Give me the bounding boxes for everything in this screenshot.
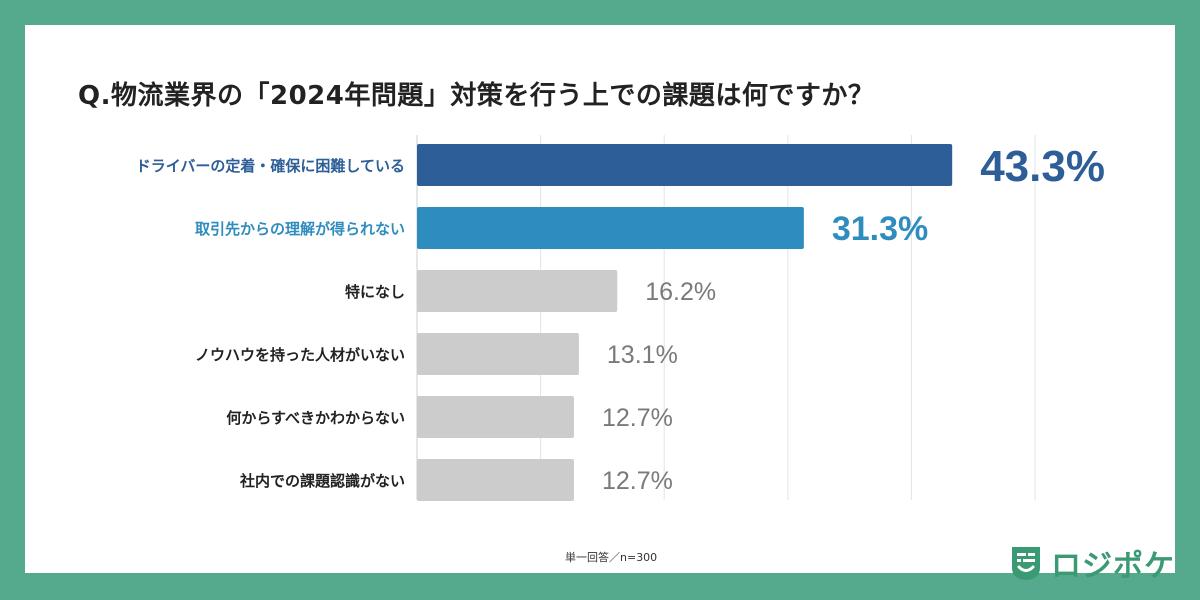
bar-chart: ドライバーの定着・確保に困難している 43.3% 取引先からの理解が得られない 31.… — [136, 135, 1105, 501]
value-label: 12.7% — [602, 467, 673, 495]
brand-logo: ロジポケ — [1009, 541, 1175, 585]
category-label: 社内での課題認識がない — [239, 472, 405, 490]
category-label: 特になし — [345, 283, 405, 301]
category-label: ドライバーの定着・確保に困難している — [136, 157, 405, 175]
logo-text: ロジポケ — [1051, 549, 1175, 584]
bar — [417, 207, 804, 249]
sample-note: 単一回答／n=300 — [565, 551, 658, 564]
category-label: 取引先からの理解が得られない — [195, 220, 405, 238]
value-label: 43.3% — [980, 142, 1105, 191]
bar — [417, 396, 574, 438]
bar — [417, 333, 579, 375]
category-label: ノウハウを持った人材がいない — [195, 346, 405, 364]
chart-title: Q.物流業界の「2024年問題」対策を行う上での課題は何ですか？ — [78, 81, 875, 111]
bar — [417, 270, 618, 312]
logo-mark-icon — [1012, 547, 1040, 580]
value-label: 13.1% — [607, 341, 678, 369]
bar — [417, 144, 953, 186]
bar — [417, 459, 574, 501]
value-label: 12.7% — [602, 404, 673, 432]
value-label: 31.3% — [832, 210, 928, 248]
chart-card: Q.物流業界の「2024年問題」対策を行う上での課題は何ですか？ ドライバーの定… — [25, 25, 1175, 584]
value-label: 16.2% — [645, 278, 716, 306]
category-label: 何からすべきかわからない — [226, 409, 405, 427]
